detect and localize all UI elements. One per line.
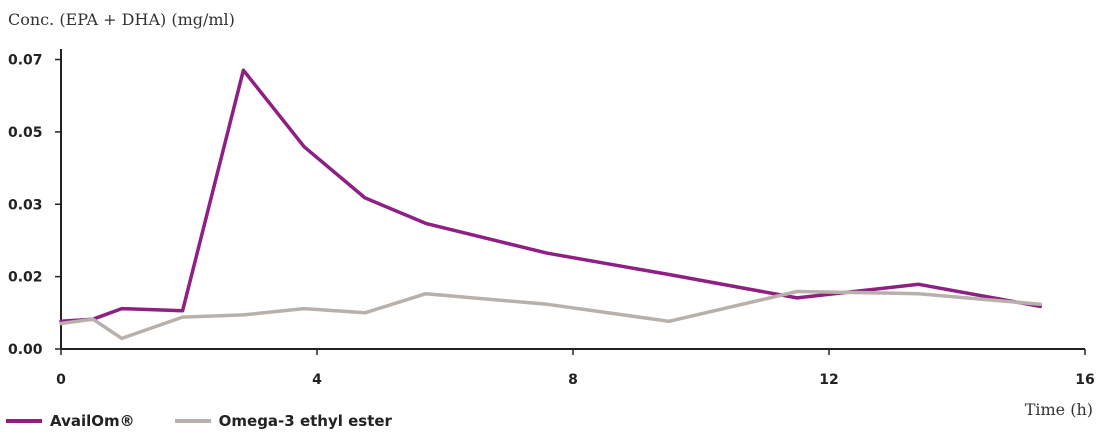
legend-label-availom: AvailOm® bbox=[50, 412, 135, 430]
series-line-0 bbox=[59, 68, 1042, 324]
x-tick-label: 12 bbox=[819, 372, 838, 388]
y-tick-label: 0.05 bbox=[8, 125, 43, 141]
x-tick-label: 8 bbox=[568, 372, 578, 388]
y-tick-label: 0.03 bbox=[8, 197, 43, 213]
x-tick-label: 16 bbox=[1075, 372, 1094, 388]
y-axis-label: Conc. (EPA + DHA) (mg/ml) bbox=[8, 10, 235, 29]
x-axis-label: Time (h) bbox=[1024, 400, 1093, 419]
legend-swatch-omega3 bbox=[174, 419, 211, 423]
x-tick-label: 0 bbox=[56, 372, 66, 388]
chart-lines bbox=[59, 68, 1042, 341]
series-line-1 bbox=[59, 289, 1042, 341]
legend-item-omega3: Omega-3 ethyl ester bbox=[174, 412, 392, 430]
y-tick-label: 0.00 bbox=[8, 342, 43, 358]
y-tick-label: 0.07 bbox=[8, 53, 43, 69]
x-tick-label: 4 bbox=[312, 372, 322, 388]
legend-item-availom: AvailOm® bbox=[6, 412, 135, 430]
legend-label-omega3: Omega-3 ethyl ester bbox=[218, 412, 392, 430]
chart-ticks: 0.00 0.02 0.03 0.05 0.07 0 4 8 12 16 bbox=[8, 53, 1095, 388]
y-tick-label: 0.02 bbox=[8, 270, 43, 286]
chart-axes bbox=[60, 49, 1085, 350]
chart-legend: AvailOm® Omega-3 ethyl ester bbox=[6, 412, 432, 430]
legend-swatch-availom bbox=[6, 419, 42, 423]
